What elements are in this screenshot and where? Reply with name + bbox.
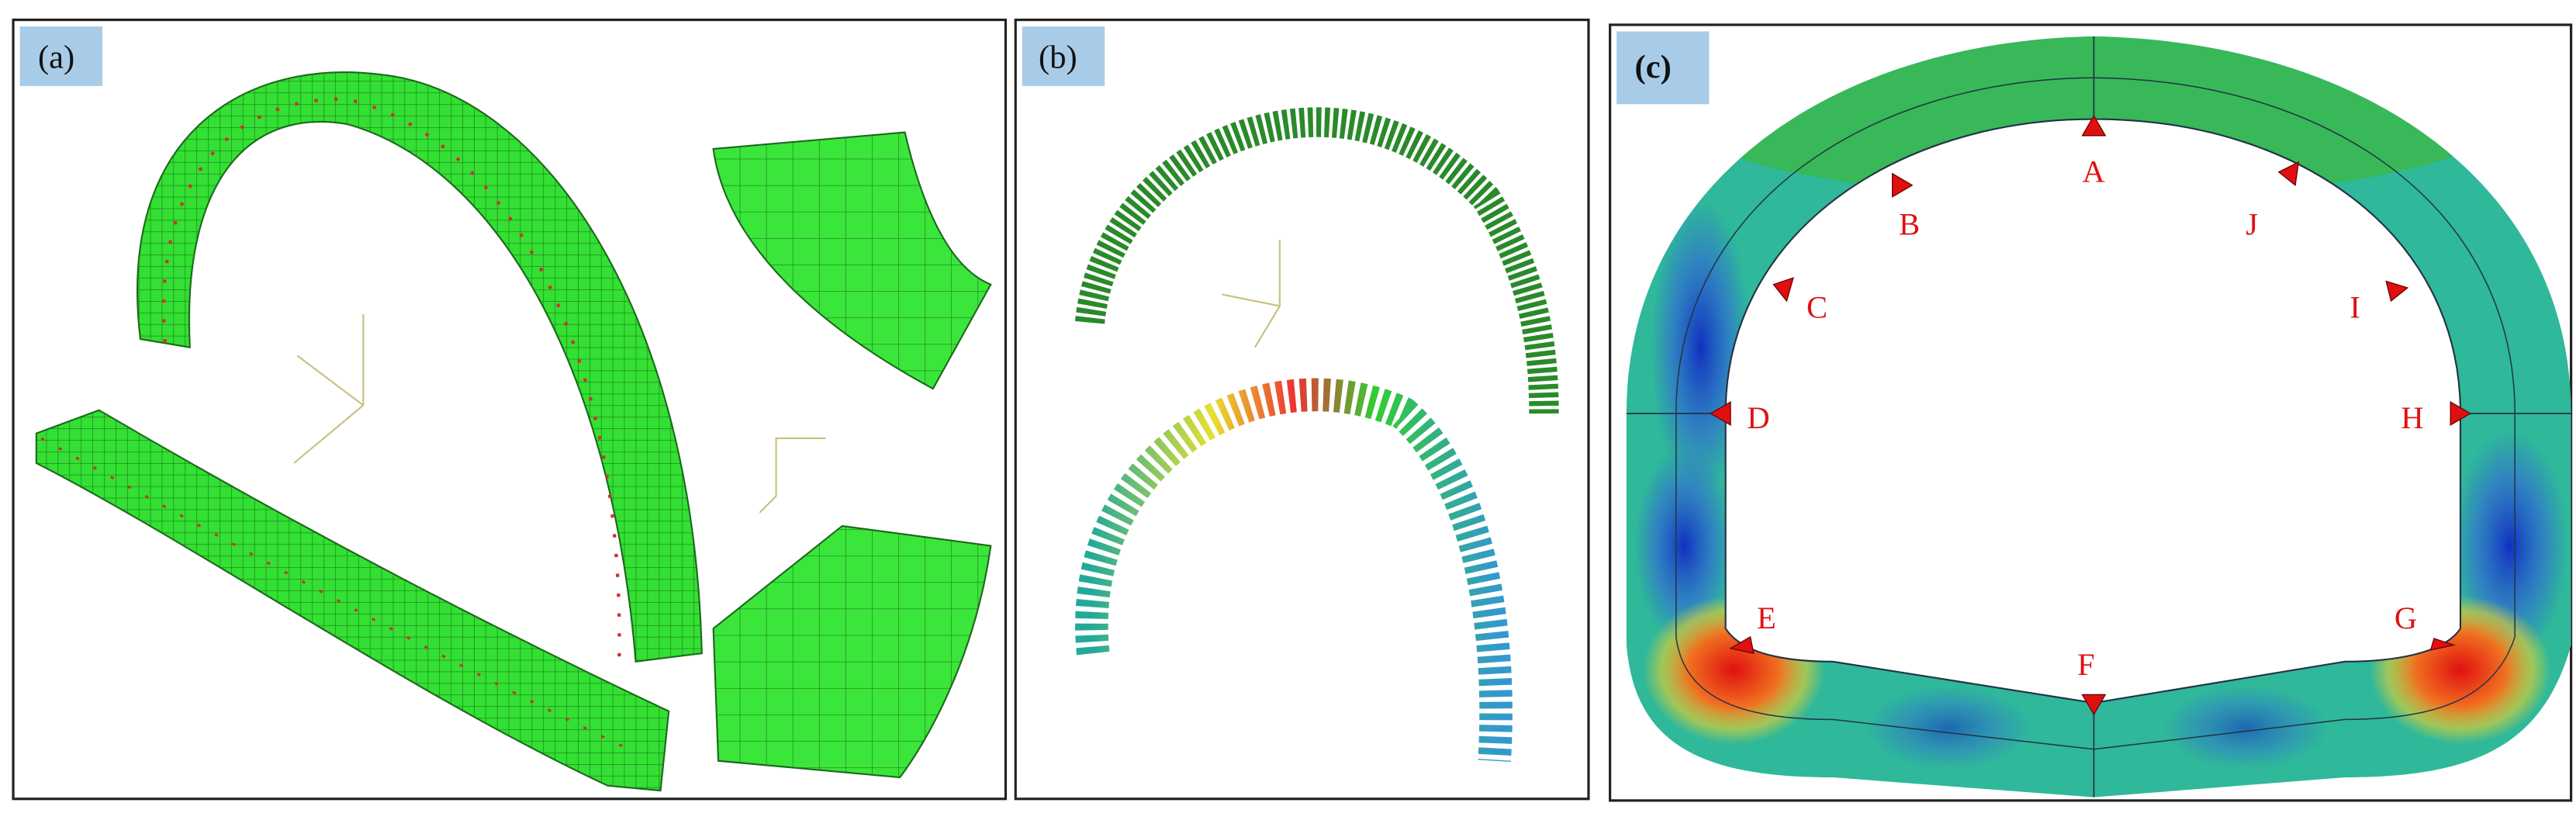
segment-model [712, 131, 992, 390]
panel-label: (c) [1635, 49, 1672, 85]
label-box [1022, 26, 1105, 86]
point-label: J [2246, 207, 2258, 242]
point-label: E [1757, 600, 1776, 635]
label-box [1616, 31, 1710, 105]
panel-label: (b) [1039, 39, 1077, 75]
axis-triad [293, 314, 365, 464]
point-label: D [1747, 400, 1769, 435]
beam-model [35, 409, 670, 792]
axis-triad [759, 437, 826, 514]
point-label: B [1899, 207, 1920, 242]
point-label: H [2401, 400, 2423, 435]
tunnel-opening [1724, 118, 2462, 704]
segment-joint [1626, 36, 2571, 798]
panel-b: (b) [1014, 18, 1590, 801]
axis-triad [1222, 240, 1281, 348]
arch-model [137, 71, 703, 663]
label-box [19, 26, 102, 86]
monitor-markers [1710, 114, 2472, 716]
point-label: F [2077, 647, 2094, 682]
point-label: I [2350, 289, 2360, 324]
layer-line [1675, 77, 2515, 750]
segment-model [712, 524, 992, 779]
point-label: C [1807, 289, 1827, 324]
point-label: G [2394, 600, 2417, 635]
panel-label: (a) [38, 39, 74, 75]
panel-c: (c) A B C D E F G H I J [1609, 23, 2573, 802]
point-label: A [2082, 154, 2104, 189]
panel-a: (a) [12, 18, 1008, 801]
